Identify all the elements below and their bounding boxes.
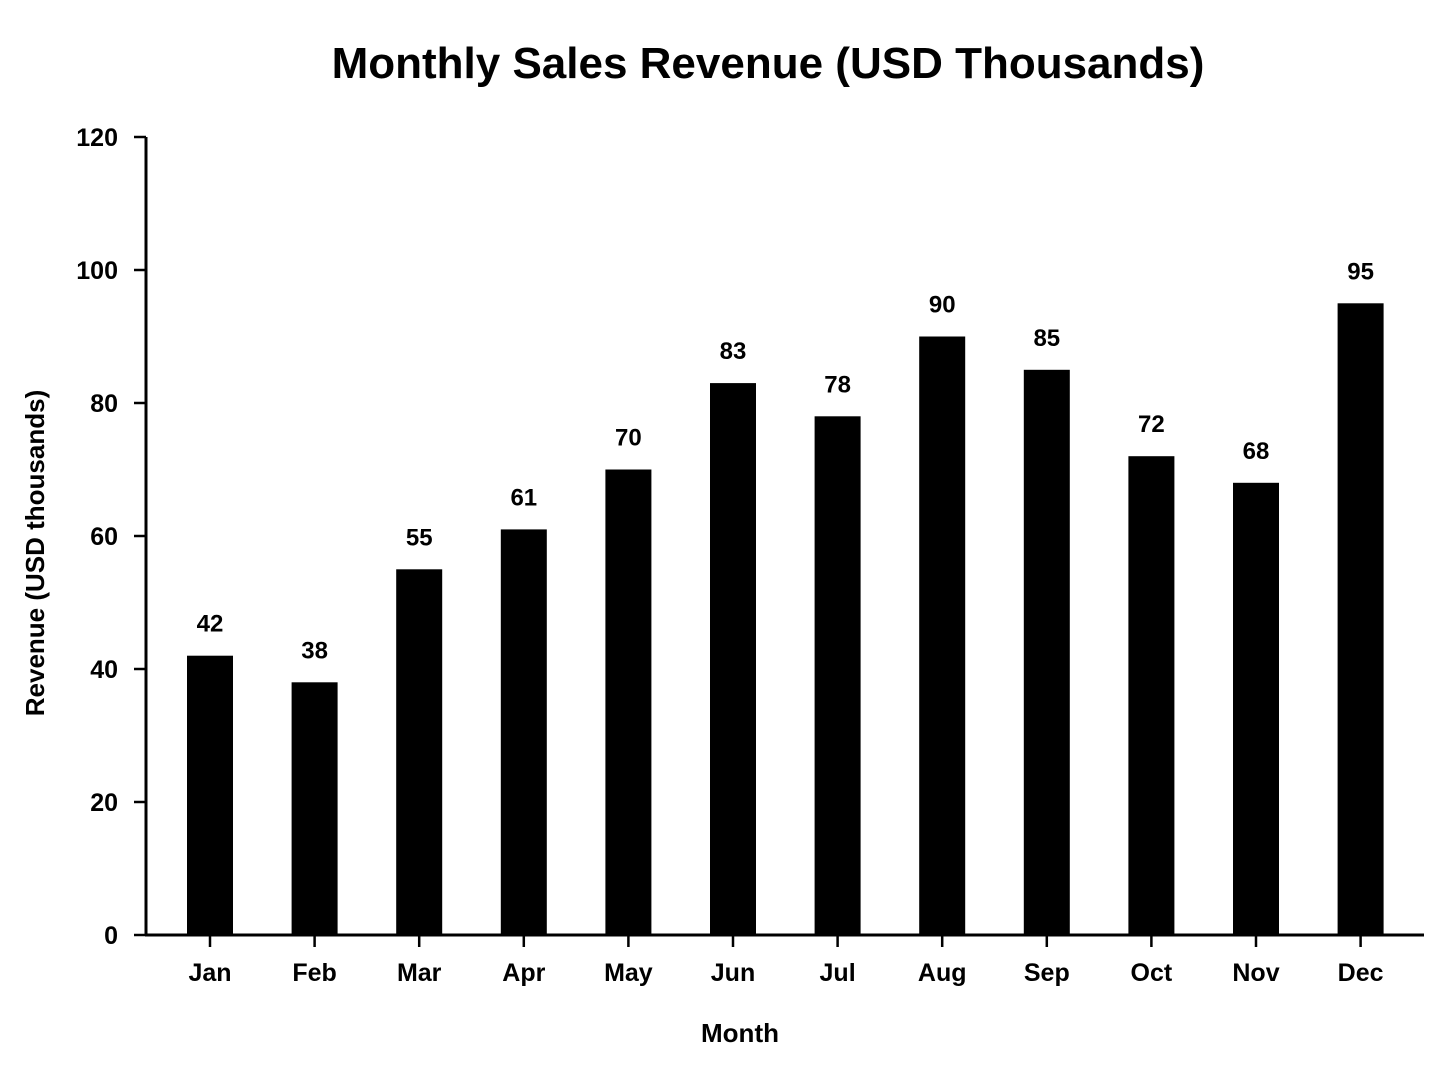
bar-aug (919, 336, 966, 935)
data-label-nov: 68 (1243, 438, 1270, 465)
y-tick-label-100: 100 (76, 257, 118, 285)
y-tick-label-40: 40 (90, 656, 118, 684)
x-tick-label-sep: Sep (1024, 959, 1070, 987)
x-tick-label-oct: Oct (1131, 959, 1173, 987)
y-tick-label-0: 0 (104, 922, 118, 950)
x-tick-label-jun: Jun (711, 959, 755, 987)
y-tick-label-120: 120 (76, 124, 118, 152)
data-label-may: 70 (615, 425, 642, 452)
data-labels-group: 42 38 55 61 70 83 78 90 85 72 68 95 (197, 258, 1374, 664)
data-label-apr: 61 (510, 484, 537, 511)
bar-oct (1128, 456, 1175, 935)
x-tick-label-aug: Aug (918, 959, 967, 987)
data-label-jun: 83 (720, 338, 747, 365)
data-label-aug: 90 (929, 292, 956, 319)
data-label-feb: 38 (301, 637, 328, 664)
axes-group: Jan Feb Mar Apr May Jun Jul Aug Sep Oct Nov Dec 0 20 4… (76, 124, 1424, 987)
data-label-jul: 78 (824, 371, 851, 398)
y-tick-label-60: 60 (90, 523, 118, 551)
data-label-mar: 55 (406, 524, 433, 551)
x-tick-label-jan: Jan (188, 959, 231, 987)
bar-nov (1233, 482, 1279, 935)
y-tick-label-80: 80 (90, 390, 118, 418)
data-label-jan: 42 (197, 611, 224, 638)
bar-jan (187, 655, 233, 935)
bars-group (187, 303, 1384, 936)
x-tick-label-may: May (604, 959, 653, 987)
bar-feb (291, 682, 338, 935)
bar-jun (710, 383, 756, 936)
x-tick-label-jul: Jul (820, 959, 856, 987)
data-label-oct: 72 (1138, 411, 1165, 438)
bar-jul (814, 416, 861, 935)
bar-dec (1337, 303, 1384, 936)
x-axis-title: Month (701, 1018, 779, 1048)
x-tick-label-mar: Mar (397, 959, 442, 987)
chart-title: Monthly Sales Revenue (USD Thousands) (332, 39, 1205, 88)
x-tick-label-dec: Dec (1338, 959, 1384, 987)
bar-mar (396, 569, 443, 936)
x-tick-label-feb: Feb (292, 959, 336, 987)
data-label-dec: 95 (1347, 258, 1374, 285)
x-tick-label-apr: Apr (502, 959, 545, 987)
bar-may (605, 469, 652, 935)
x-tick-label-nov: Nov (1232, 959, 1279, 987)
bar-apr (500, 529, 547, 935)
bar-sep (1023, 369, 1070, 936)
data-label-sep: 85 (1033, 325, 1060, 352)
y-tick-label-20: 20 (90, 789, 118, 817)
y-axis-title: Revenue (USD thousands) (20, 390, 50, 717)
